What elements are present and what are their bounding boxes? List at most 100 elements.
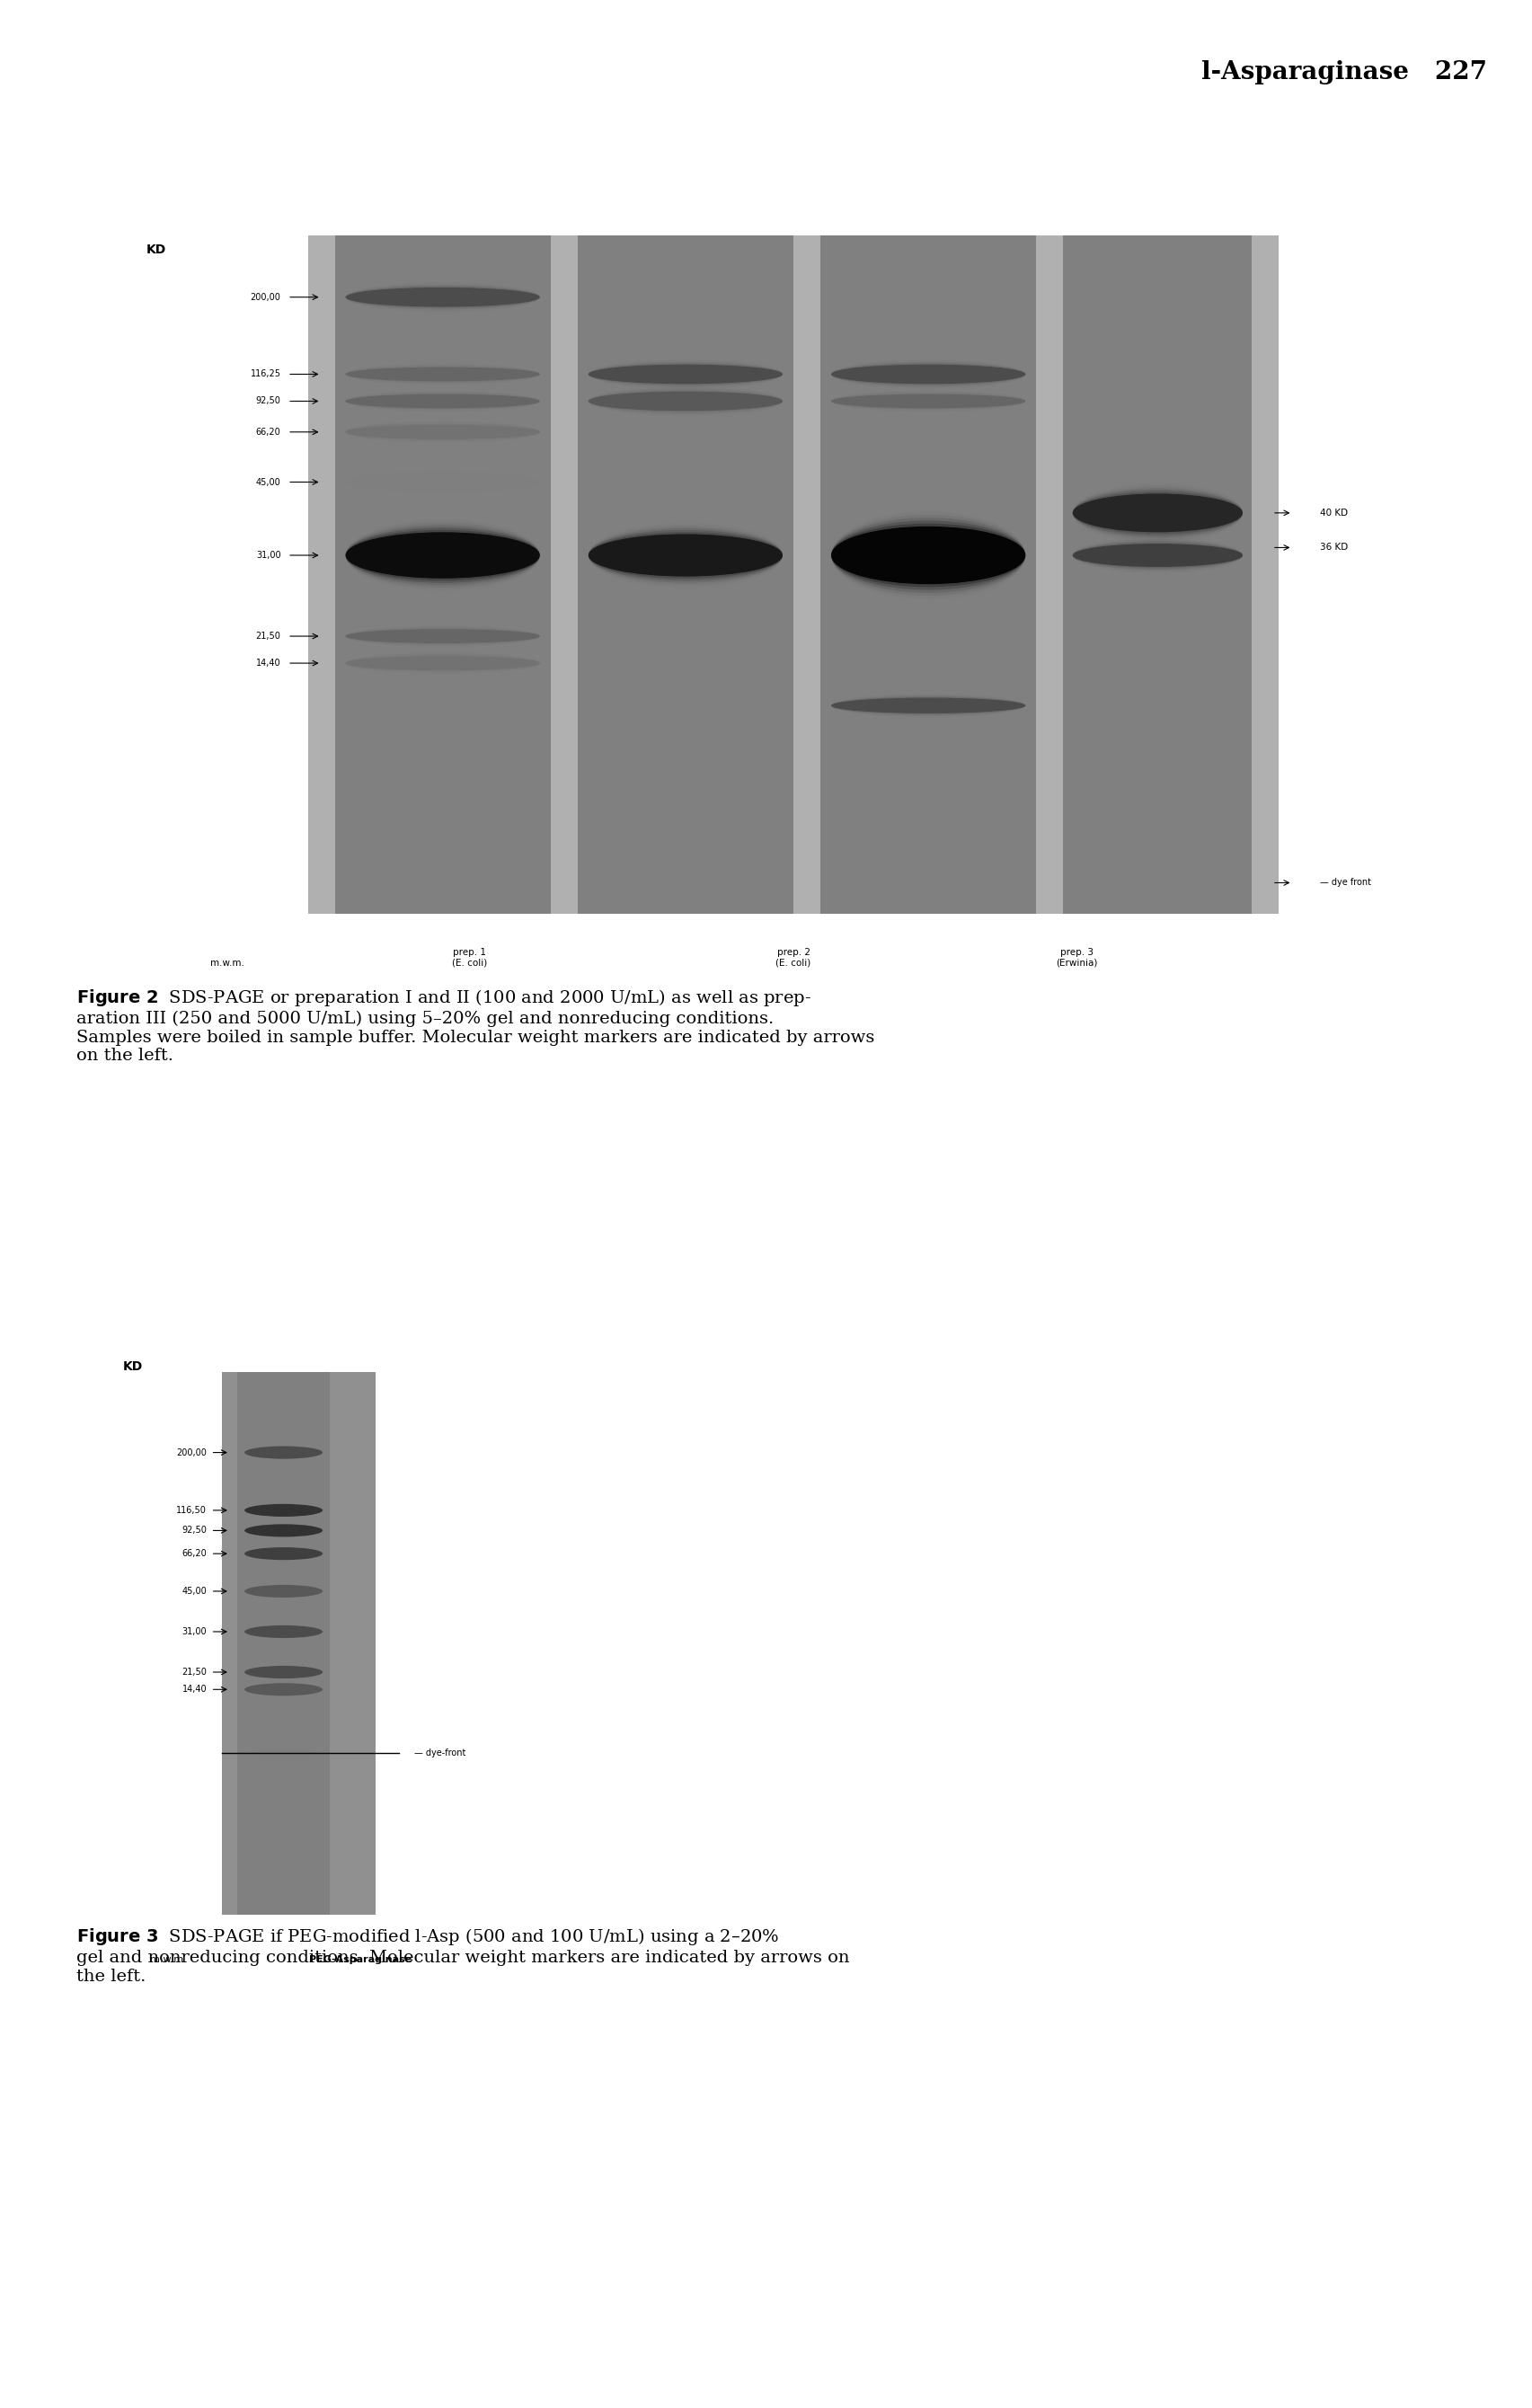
Ellipse shape xyxy=(345,366,539,383)
Ellipse shape xyxy=(345,424,539,441)
Ellipse shape xyxy=(830,364,1025,383)
Bar xyxy=(334,236,550,913)
Text: prep. 2
(E. coli): prep. 2 (E. coli) xyxy=(775,949,810,968)
Ellipse shape xyxy=(345,527,539,583)
Ellipse shape xyxy=(830,527,1025,585)
Text: 21,50: 21,50 xyxy=(182,1669,207,1676)
Text: 14,40: 14,40 xyxy=(256,660,280,667)
Ellipse shape xyxy=(245,1666,323,1678)
Ellipse shape xyxy=(830,523,1025,588)
Text: 14,40: 14,40 xyxy=(182,1686,207,1693)
Ellipse shape xyxy=(345,287,539,308)
Text: 92,50: 92,50 xyxy=(182,1527,207,1534)
Ellipse shape xyxy=(588,390,783,412)
Ellipse shape xyxy=(345,366,539,383)
Text: 116,50: 116,50 xyxy=(176,1505,207,1515)
Ellipse shape xyxy=(345,424,539,441)
Ellipse shape xyxy=(830,361,1025,388)
Ellipse shape xyxy=(830,364,1025,385)
Ellipse shape xyxy=(345,628,539,643)
Ellipse shape xyxy=(830,393,1025,409)
Text: 31,00: 31,00 xyxy=(256,551,280,559)
Ellipse shape xyxy=(588,364,783,385)
Ellipse shape xyxy=(345,474,539,489)
Ellipse shape xyxy=(588,393,783,412)
Text: m.w.m.: m.w.m. xyxy=(150,1955,187,1965)
Ellipse shape xyxy=(1072,489,1242,537)
Text: 31,00: 31,00 xyxy=(182,1628,207,1635)
Ellipse shape xyxy=(345,424,539,441)
Text: l-Asparaginase   227: l-Asparaginase 227 xyxy=(1201,60,1486,84)
Text: — dye-front: — dye-front xyxy=(414,1748,466,1758)
Ellipse shape xyxy=(345,393,539,409)
Ellipse shape xyxy=(245,1625,323,1637)
Ellipse shape xyxy=(345,368,539,380)
Ellipse shape xyxy=(345,628,539,645)
Ellipse shape xyxy=(345,284,539,311)
Text: 116,25: 116,25 xyxy=(250,371,280,378)
Bar xyxy=(578,236,794,913)
Ellipse shape xyxy=(830,395,1025,407)
Text: 36 KD: 36 KD xyxy=(1319,544,1347,551)
Bar xyxy=(1063,236,1252,913)
Ellipse shape xyxy=(345,472,539,491)
Ellipse shape xyxy=(1072,489,1242,537)
Text: 21,50: 21,50 xyxy=(256,631,280,641)
Ellipse shape xyxy=(588,361,783,388)
Ellipse shape xyxy=(245,1447,323,1459)
Bar xyxy=(308,236,1278,913)
Ellipse shape xyxy=(245,1524,323,1536)
Ellipse shape xyxy=(1072,544,1242,566)
Bar xyxy=(222,1373,375,1914)
Text: 45,00: 45,00 xyxy=(256,477,280,486)
Text: $\bf{Figure\ 3}$  SDS-PAGE if PEG-modified l-Asp (500 and 100 U/mL) using a 2–20: $\bf{Figure\ 3}$ SDS-PAGE if PEG-modifie… xyxy=(77,1926,849,1984)
Ellipse shape xyxy=(1072,542,1242,568)
Ellipse shape xyxy=(830,393,1025,409)
Ellipse shape xyxy=(345,530,539,580)
Ellipse shape xyxy=(345,395,539,407)
Ellipse shape xyxy=(830,696,1025,715)
Ellipse shape xyxy=(345,655,539,672)
Bar xyxy=(820,236,1036,913)
Text: 66,20: 66,20 xyxy=(256,429,280,436)
Text: prep. 1
(E. coli): prep. 1 (E. coli) xyxy=(452,949,487,968)
Ellipse shape xyxy=(245,1505,323,1517)
Ellipse shape xyxy=(830,518,1025,592)
Ellipse shape xyxy=(345,532,539,578)
Ellipse shape xyxy=(588,364,783,385)
Ellipse shape xyxy=(830,364,1025,385)
Ellipse shape xyxy=(588,530,783,580)
Text: KD: KD xyxy=(146,243,165,255)
Ellipse shape xyxy=(345,393,539,409)
Ellipse shape xyxy=(588,388,783,414)
Ellipse shape xyxy=(588,364,783,383)
Ellipse shape xyxy=(830,520,1025,590)
Ellipse shape xyxy=(345,426,539,438)
Text: m.w.m.: m.w.m. xyxy=(210,958,244,968)
Ellipse shape xyxy=(1072,542,1242,568)
Text: 66,20: 66,20 xyxy=(182,1548,207,1558)
Ellipse shape xyxy=(830,393,1025,409)
Ellipse shape xyxy=(345,287,539,306)
Ellipse shape xyxy=(345,628,539,643)
Text: — dye front: — dye front xyxy=(1319,879,1370,886)
Ellipse shape xyxy=(345,393,539,409)
Ellipse shape xyxy=(345,655,539,672)
Ellipse shape xyxy=(245,1584,323,1597)
Ellipse shape xyxy=(345,366,539,383)
Ellipse shape xyxy=(345,657,539,669)
Ellipse shape xyxy=(588,527,783,583)
Ellipse shape xyxy=(1072,494,1242,532)
Ellipse shape xyxy=(588,535,783,576)
Ellipse shape xyxy=(588,532,783,578)
Ellipse shape xyxy=(345,655,539,672)
Ellipse shape xyxy=(345,474,539,491)
Ellipse shape xyxy=(830,696,1025,715)
Ellipse shape xyxy=(588,390,783,412)
Ellipse shape xyxy=(830,698,1025,713)
Ellipse shape xyxy=(345,474,539,489)
Ellipse shape xyxy=(345,525,539,585)
Text: PEG-Asparaginase: PEG-Asparaginase xyxy=(309,1955,411,1965)
Text: KD: KD xyxy=(123,1361,142,1373)
Text: 45,00: 45,00 xyxy=(182,1587,207,1597)
